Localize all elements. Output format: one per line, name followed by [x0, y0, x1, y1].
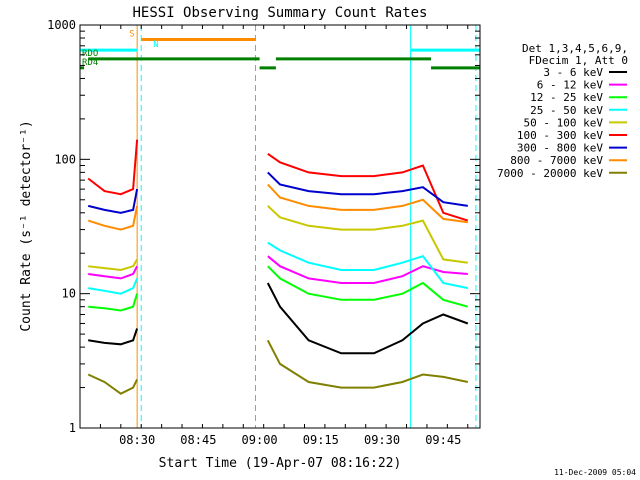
series-line — [267, 205, 468, 264]
series-line — [88, 293, 139, 312]
flag-label: RD4 — [82, 58, 98, 68]
series-line — [267, 241, 469, 290]
chart-title: HESSI Observing Summary Count Rates — [132, 5, 427, 21]
series-line — [88, 265, 138, 280]
series-line — [266, 339, 469, 389]
y-tick-label: 100 — [54, 152, 76, 166]
legend-label: 800 - 7000 keV — [510, 154, 603, 167]
flag-label: S — [129, 29, 134, 39]
series-line — [87, 188, 139, 214]
series-line — [267, 265, 469, 308]
legend-label: 100 - 300 keV — [517, 129, 603, 142]
legend-header: Det 1,3,4,5,6,9, — [522, 42, 628, 55]
series-line — [267, 183, 468, 224]
flag-label: RDO — [82, 49, 98, 59]
flag-label: N — [153, 40, 158, 50]
series-line — [267, 255, 468, 284]
legend-label: 12 - 25 keV — [530, 91, 603, 104]
y-axis-label: Count Rate (s⁻¹ detector⁻¹) — [19, 120, 34, 331]
series-line — [267, 171, 468, 207]
series-line — [88, 258, 138, 272]
series-line — [88, 278, 139, 295]
x-tick-label: 08:45 — [180, 433, 216, 447]
x-axis-label: Start Time (19-Apr-07 08:16:22) — [159, 456, 402, 471]
legend-label: 300 - 800 keV — [517, 142, 603, 155]
legend-label: 3 - 6 keV — [543, 66, 603, 79]
series-line — [87, 373, 138, 395]
legend-label: 6 - 12 keV — [537, 79, 604, 92]
legend-label: 50 - 100 keV — [524, 116, 604, 129]
plot-frame — [79, 24, 481, 429]
series-line — [87, 139, 139, 196]
series-line — [87, 205, 139, 231]
y-tick-label: 10 — [62, 287, 76, 301]
series-line — [88, 328, 139, 346]
footer-date: 11-Dec-2009 05:04 — [554, 468, 636, 477]
legend-header: FDecim 1, Att 0 — [529, 54, 628, 67]
series-line — [266, 282, 469, 355]
x-tick-label: 09:15 — [303, 433, 339, 447]
legend-label: 7000 - 20000 keV — [497, 167, 603, 180]
x-tick-label: 08:30 — [119, 433, 155, 447]
y-tick-label: 1000 — [47, 18, 76, 32]
y-tick-label: 1 — [69, 421, 76, 435]
x-tick-label: 09:30 — [364, 433, 400, 447]
x-tick-label: 09:00 — [242, 433, 278, 447]
legend-label: 25 - 50 keV — [530, 104, 603, 117]
x-tick-label: 09:45 — [425, 433, 461, 447]
